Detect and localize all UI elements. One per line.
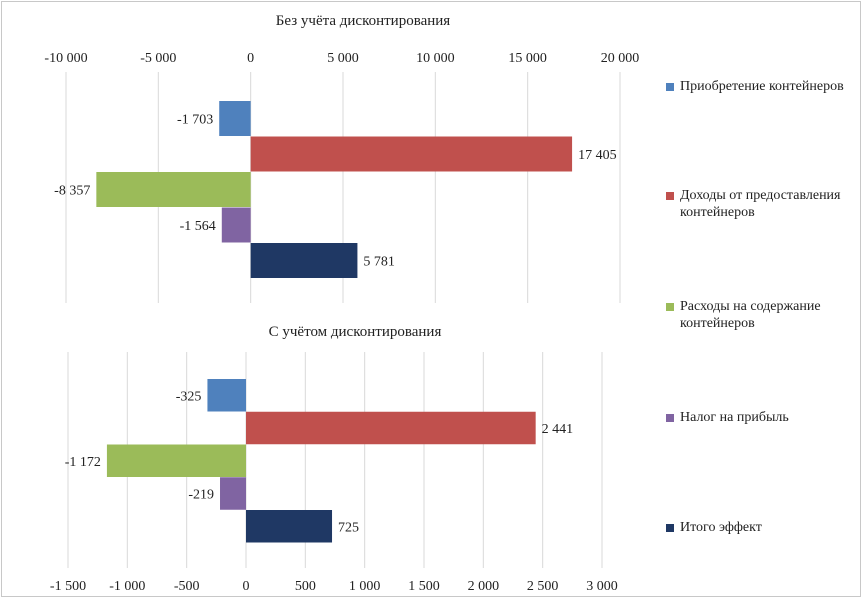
tick-label-discounted-2: -500 — [174, 579, 200, 594]
legend-swatch-tax — [666, 414, 674, 422]
legend-item-income: Доходы от предоставления контейнеров — [666, 187, 855, 221]
tick-label-discounted-9: 3 000 — [586, 579, 618, 594]
chart-undiscounted: Без учёта дисконтирования -10 000 -5 000 0 5… — [44, 13, 639, 303]
legend-label-expenses: Расходы на содержание контейнеров — [680, 299, 821, 331]
tick-label-undiscounted-2: 0 — [247, 51, 254, 66]
legend-label-total: Итого эффект — [680, 520, 762, 535]
data-label-undiscounted-acquisition: -1 703 — [177, 113, 213, 128]
legend-item-total: Итого эффект — [666, 519, 855, 536]
chart-title-discounted: С учётом дисконтирования — [269, 324, 442, 340]
tick-label-discounted-6: 1 500 — [408, 579, 440, 594]
bar-discounted-expenses — [106, 444, 246, 477]
bar-undiscounted-income — [250, 136, 573, 172]
tick-label-discounted-5: 1 000 — [349, 579, 381, 594]
bar-discounted-income — [246, 411, 536, 445]
legend-swatch-acquisition — [666, 83, 674, 91]
legend-item-tax: Налог на прибыль — [666, 409, 855, 426]
legend-swatch-expenses — [666, 303, 674, 311]
legend-item-acquisition: Приобретение контейнеров — [666, 78, 855, 95]
tick-label-undiscounted-5: 15 000 — [508, 51, 547, 66]
bar-discounted-total — [246, 510, 333, 543]
legend-label-income: Доходы от предоставления контейнеров — [680, 188, 841, 220]
bar-discounted-tax — [220, 477, 246, 510]
data-label-undiscounted-income: 17 405 — [578, 148, 617, 163]
tick-label-discounted-0: -1 500 — [50, 579, 86, 594]
tick-label-undiscounted-0: -10 000 — [44, 51, 87, 66]
data-label-discounted-acquisition: -325 — [176, 389, 202, 404]
tick-label-undiscounted-4: 10 000 — [416, 51, 455, 66]
data-label-discounted-income: 2 441 — [542, 422, 574, 437]
tick-label-undiscounted-3: 5 000 — [327, 51, 359, 66]
bar-undiscounted-expenses — [96, 172, 251, 207]
data-label-undiscounted-tax: -1 564 — [180, 219, 216, 234]
chart-discounted: С учётом дисконтирования -1 500 -1 000 -500… — [50, 324, 618, 594]
legend-label-tax: Налог на прибыль — [680, 410, 789, 425]
legend-swatch-income — [666, 192, 674, 200]
data-label-discounted-tax: -219 — [188, 488, 214, 503]
bar-undiscounted-acquisition — [219, 101, 251, 136]
legend-item-expenses: Расходы на содержание контейнеров — [666, 298, 855, 332]
bar-undiscounted-tax — [221, 207, 251, 243]
tick-label-discounted-4: 500 — [295, 579, 316, 594]
tick-label-undiscounted-1: -5 000 — [140, 51, 176, 66]
bar-undiscounted-total — [250, 243, 358, 278]
chart-title-undiscounted: Без учёта дисконтирования — [276, 13, 451, 29]
tick-label-undiscounted-6: 20 000 — [601, 51, 640, 66]
tick-label-discounted-1: -1 000 — [109, 579, 145, 594]
data-label-discounted-expenses: -1 172 — [65, 455, 101, 470]
tick-label-discounted-3: 0 — [243, 579, 250, 594]
legend-swatch-total — [666, 524, 674, 532]
tick-label-discounted-8: 2 500 — [527, 579, 559, 594]
legend-label-acquisition: Приобретение контейнеров — [680, 79, 844, 94]
data-label-undiscounted-expenses: -8 357 — [54, 184, 90, 199]
data-label-undiscounted-total: 5 781 — [363, 255, 395, 270]
bar-discounted-acquisition — [207, 379, 246, 412]
tick-label-discounted-7: 2 000 — [468, 579, 500, 594]
data-label-discounted-total: 725 — [338, 520, 359, 535]
